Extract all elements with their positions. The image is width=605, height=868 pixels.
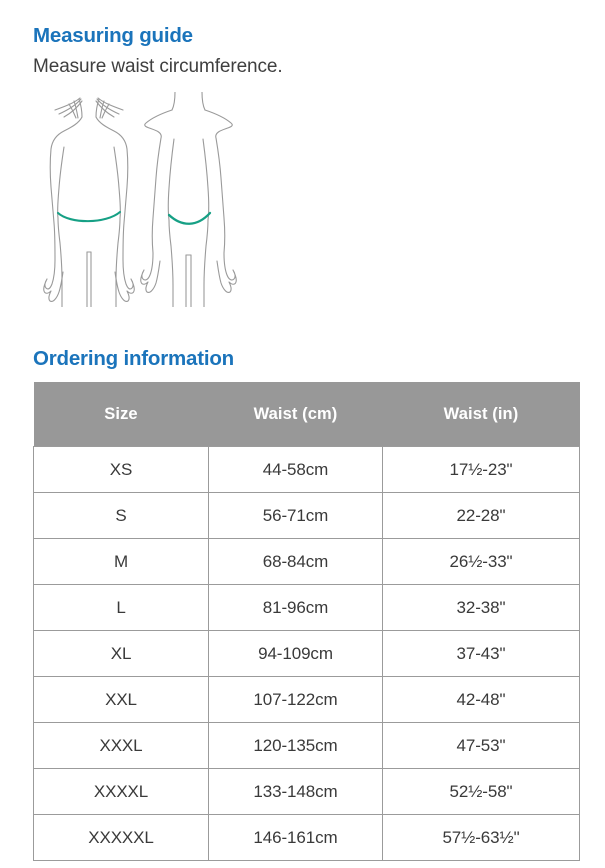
- cell-waist-in: 37-43": [382, 630, 580, 677]
- column-header-waist-in: Waist (in): [382, 382, 580, 447]
- table-row: M 68-84cm 26½-33": [33, 538, 580, 585]
- table-body: XS 44-58cm 17½-23" S 56-71cm 22-28" M 68…: [33, 446, 580, 861]
- cell-waist-cm: 44-58cm: [208, 446, 383, 493]
- cell-size: M: [33, 538, 209, 585]
- cell-waist-cm: 94-109cm: [208, 630, 383, 677]
- waist-circumference-line-male: [167, 211, 212, 225]
- ordering-information-table: Size Waist (cm) Waist (in) XS 44-58cm 17…: [33, 382, 580, 861]
- cell-size: L: [33, 584, 209, 631]
- cell-waist-cm: 146-161cm: [208, 814, 383, 861]
- cell-waist-in: 57½-63½": [382, 814, 580, 861]
- table-row: S 56-71cm 22-28": [33, 492, 580, 539]
- table-header: Size Waist (cm) Waist (in): [33, 382, 580, 447]
- cell-waist-in: 32-38": [382, 584, 580, 631]
- cell-waist-cm: 81-96cm: [208, 584, 383, 631]
- ordering-information-heading: Ordering information: [33, 347, 235, 370]
- size-table-container: Size Waist (cm) Waist (in) XS 44-58cm 17…: [33, 382, 580, 861]
- cell-waist-in: 17½-23": [382, 446, 580, 493]
- cell-waist-in: 42-48": [382, 676, 580, 723]
- measuring-guide-subtitle: Measure waist circumference.: [33, 56, 283, 77]
- column-header-waist-cm: Waist (cm): [208, 382, 383, 447]
- table-row: XXXXXL 146-161cm 57½-63½": [33, 814, 580, 861]
- column-header-size: Size: [33, 382, 209, 447]
- table-row: XS 44-58cm 17½-23": [33, 446, 580, 493]
- table-row: XXXXL 133-148cm 52½-58": [33, 768, 580, 815]
- cell-size: XXXXL: [33, 768, 209, 815]
- table-row: L 81-96cm 32-38": [33, 584, 580, 631]
- cell-waist-cm: 120-135cm: [208, 722, 383, 769]
- table-header-row: Size Waist (cm) Waist (in): [33, 382, 580, 447]
- cell-size: XXXL: [33, 722, 209, 769]
- table-row: XXL 107-122cm 42-48": [33, 676, 580, 723]
- waist-circumference-line-female: [56, 210, 122, 223]
- measuring-guide-heading: Measuring guide: [33, 24, 193, 47]
- cell-waist-cm: 107-122cm: [208, 676, 383, 723]
- cell-size: XXL: [33, 676, 209, 723]
- cell-waist-cm: 56-71cm: [208, 492, 383, 539]
- cell-waist-cm: 68-84cm: [208, 538, 383, 585]
- measurement-illustration: [22, 92, 292, 307]
- cell-size: S: [33, 492, 209, 539]
- cell-size: XS: [33, 446, 209, 493]
- female-back-figure: [43, 97, 135, 307]
- cell-size: XXXXXL: [33, 814, 209, 861]
- cell-waist-in: 52½-58": [382, 768, 580, 815]
- cell-waist-cm: 133-148cm: [208, 768, 383, 815]
- cell-size: XL: [33, 630, 209, 677]
- cell-waist-in: 47-53": [382, 722, 580, 769]
- cell-waist-in: 22-28": [382, 492, 580, 539]
- table-row: XL 94-109cm 37-43": [33, 630, 580, 677]
- cell-waist-in: 26½-33": [382, 538, 580, 585]
- table-row: XXXL 120-135cm 47-53": [33, 722, 580, 769]
- male-back-figure: [140, 92, 237, 307]
